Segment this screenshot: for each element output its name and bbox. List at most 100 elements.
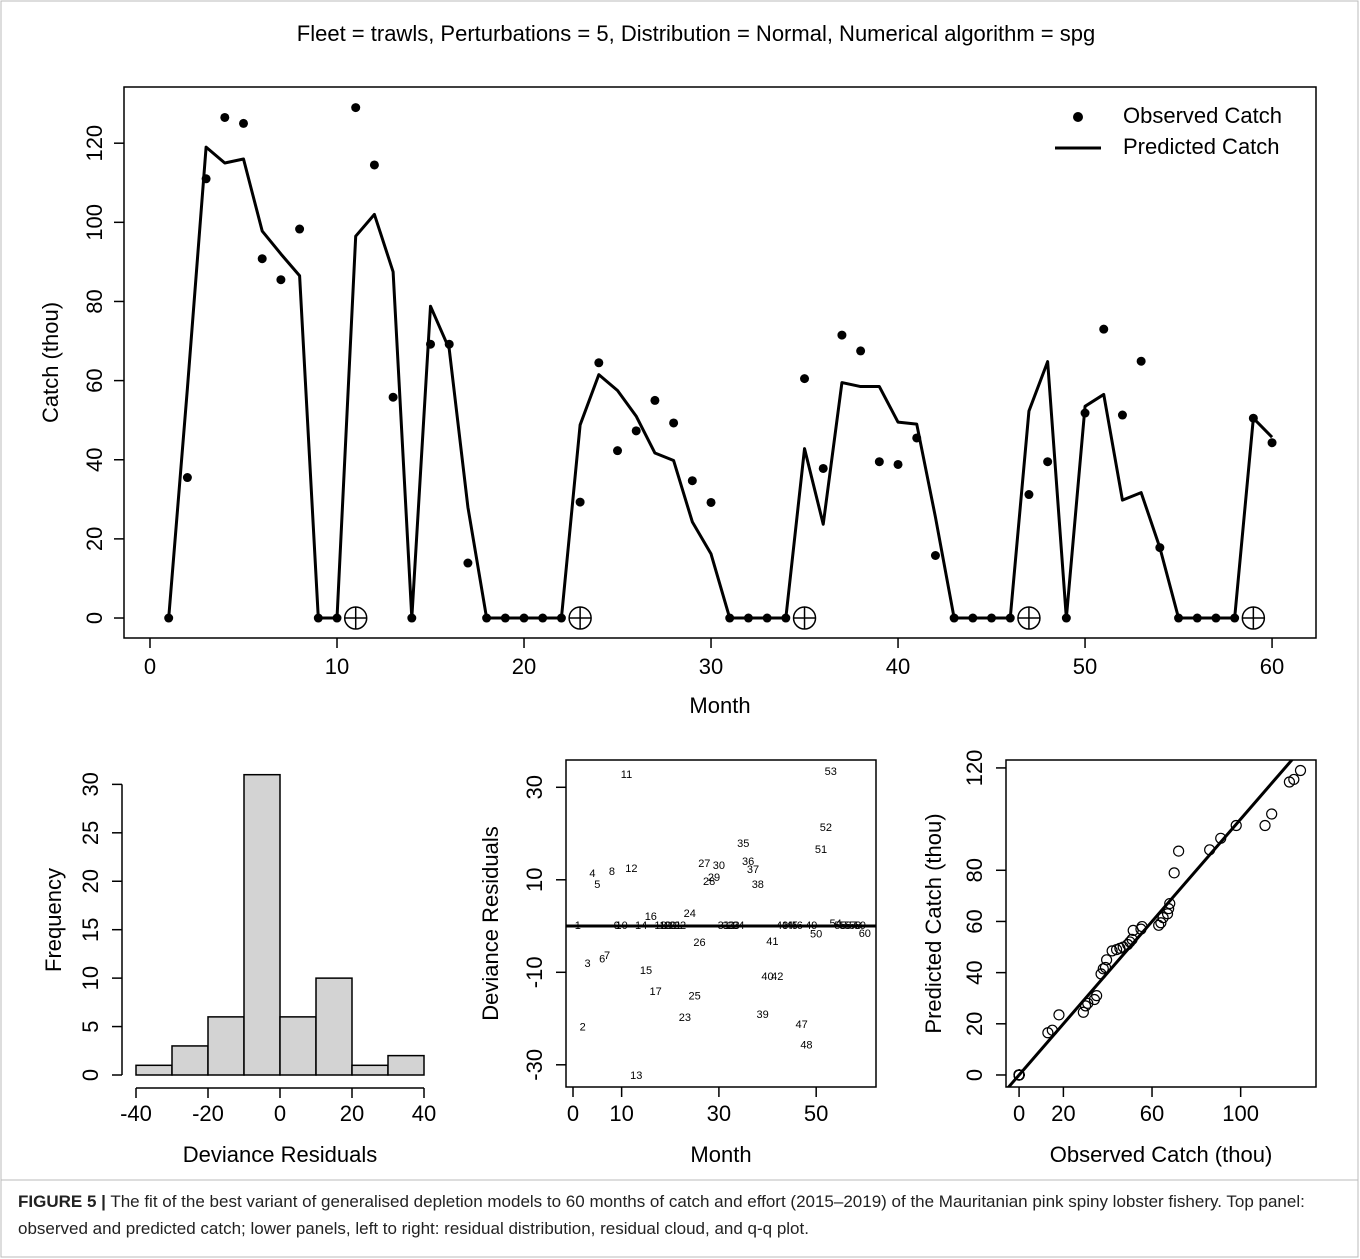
- qq-point: [1077, 1006, 1089, 1018]
- histogram-bar: [387, 1054, 425, 1076]
- residual-label: 30: [713, 860, 725, 872]
- residual-label: 23: [679, 1012, 691, 1024]
- qq-point: [1136, 920, 1148, 933]
- x-tick-label: 10: [609, 1101, 633, 1126]
- residual-label: 43: [776, 920, 788, 932]
- residual-label: 24: [684, 908, 696, 920]
- x-tick-label: -20: [192, 1101, 224, 1126]
- residual-label: 22: [674, 920, 686, 932]
- qq-point: [1288, 773, 1300, 786]
- histogram-bar: [315, 977, 353, 1076]
- residual-label: 16: [645, 911, 657, 923]
- observed-point: [295, 224, 305, 234]
- legend-swatch: [1073, 112, 1083, 122]
- x-tick-label: 50: [804, 1101, 828, 1126]
- residual-label: 58: [849, 920, 861, 932]
- x-tick-label: 0: [1013, 1101, 1025, 1126]
- residual-label: 29: [708, 872, 720, 884]
- x-tick-label: -40: [120, 1101, 152, 1126]
- residual-label: 49: [805, 920, 817, 932]
- qq-point: [1163, 903, 1175, 915]
- observed-point: [238, 118, 248, 128]
- observed-point: [388, 392, 398, 402]
- residual-label: 57: [844, 920, 856, 932]
- x-axis-title: Month: [689, 693, 750, 718]
- residual-label: 54: [830, 918, 842, 930]
- y-tick-label: 15: [78, 917, 103, 941]
- residual-label: 37: [747, 864, 759, 876]
- residual-label: 8: [609, 866, 615, 878]
- qq-point: [1266, 808, 1278, 820]
- histogram-bar: [207, 1016, 245, 1076]
- residual-label: 40: [761, 971, 773, 983]
- residual-label: 50: [810, 929, 822, 941]
- observed-point: [837, 330, 847, 340]
- residual-label: 38: [752, 879, 764, 891]
- qq-point: [1126, 933, 1138, 945]
- residual-label: 25: [688, 991, 700, 1003]
- residual-label: 10: [616, 920, 628, 932]
- residual-label: 19: [659, 920, 671, 932]
- qq-point: [1079, 1000, 1092, 1012]
- residual-label: 46: [791, 920, 803, 932]
- y-tick-label: 10: [522, 868, 547, 892]
- residual-label: 42: [771, 971, 783, 983]
- observed-point: [650, 395, 660, 405]
- x-tick-label: 10: [325, 654, 349, 679]
- residual-label: 15: [640, 965, 652, 977]
- residual-label: 47: [795, 1019, 807, 1031]
- observed-point: [631, 426, 641, 436]
- residual-label: 11: [621, 769, 632, 781]
- residual-label: 44: [781, 920, 793, 932]
- residual-label: 13: [630, 1070, 642, 1082]
- y-tick-label: 0: [78, 1069, 103, 1081]
- plot-box: [123, 86, 1317, 639]
- residual-label: 32: [723, 920, 735, 932]
- residual-label: 36: [742, 856, 754, 868]
- legend-label: Predicted Catch: [1123, 134, 1280, 159]
- residual-label: 45: [786, 920, 798, 932]
- y-tick-label: 40: [82, 447, 107, 471]
- residual-label: 39: [757, 1009, 769, 1021]
- observed-point: [220, 112, 230, 122]
- observed-point: [930, 550, 940, 560]
- y-tick-label: 25: [78, 821, 103, 845]
- residual-label: 31: [718, 920, 730, 932]
- y-tick-label: -30: [522, 1049, 547, 1081]
- residual-label: 21: [669, 920, 681, 932]
- histogram-bar: [243, 773, 281, 1076]
- qq-point: [1259, 819, 1271, 832]
- caption-text: The fit of the best variant of generalis…: [18, 1192, 1305, 1238]
- observed-point: [351, 103, 361, 113]
- y-axis-title: Catch (thou): [38, 302, 63, 423]
- qq-point: [1106, 945, 1118, 957]
- observed-point: [1043, 457, 1053, 467]
- y-tick-label: 20: [962, 1012, 987, 1036]
- y-tick-label: 80: [82, 289, 107, 313]
- predicted-line: [167, 145, 1274, 620]
- x-tick-label: 50: [1073, 654, 1097, 679]
- x-axis-title: Observed Catch (thou): [1050, 1142, 1273, 1167]
- observed-point: [1117, 410, 1127, 420]
- observed-point: [893, 459, 903, 469]
- x-tick-label: 20: [512, 654, 536, 679]
- observed-point: [818, 463, 828, 473]
- x-tick-label: 0: [567, 1101, 579, 1126]
- x-tick-label: 40: [886, 654, 910, 679]
- y-tick-label: 30: [78, 772, 103, 796]
- residual-label: 3: [585, 958, 591, 970]
- observed-point: [613, 446, 623, 456]
- y-tick-label: 30: [522, 775, 547, 799]
- qq-point: [1099, 961, 1112, 974]
- x-axis-title: Deviance Residuals: [183, 1142, 377, 1167]
- qq-point: [1215, 832, 1227, 844]
- y-tick-label: 120: [962, 750, 987, 787]
- observed-point: [1136, 356, 1146, 366]
- qq-point: [1173, 845, 1185, 857]
- residual-label: 7: [604, 950, 610, 962]
- observed-point: [257, 254, 267, 264]
- residual-label: 20: [664, 920, 676, 932]
- residual-label: 5: [594, 879, 600, 891]
